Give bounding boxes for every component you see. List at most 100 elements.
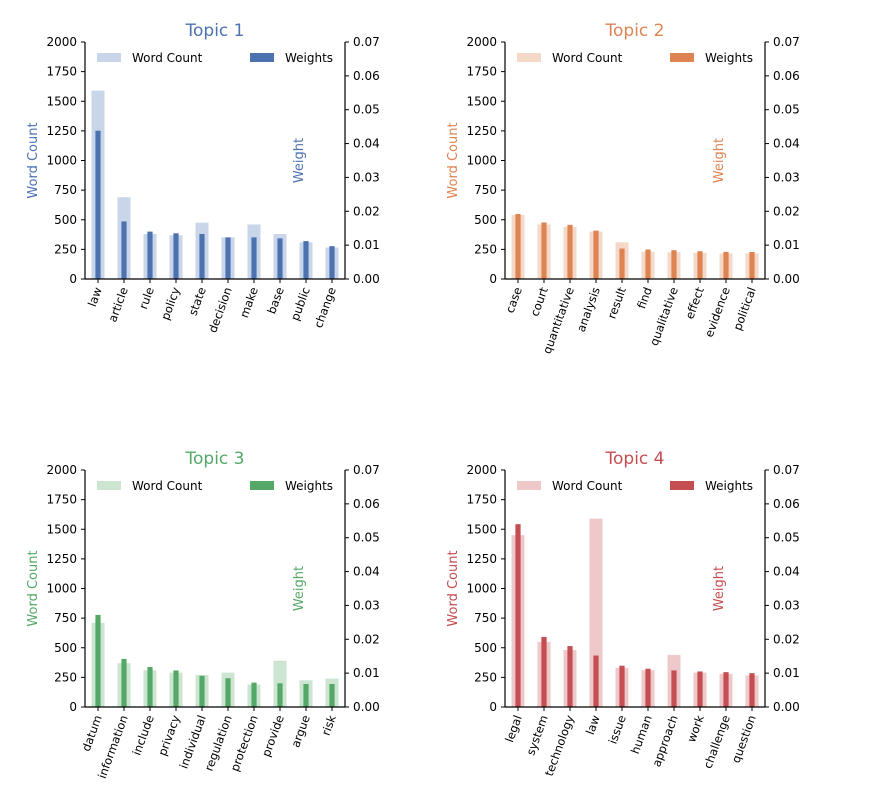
y-left-tick-label: 2000 — [466, 463, 497, 477]
y-right-tick-label: 0.02 — [353, 204, 380, 218]
y-left-tick-label: 1500 — [46, 522, 77, 536]
y-left-tick-label: 1250 — [466, 552, 497, 566]
y-left-tick-label: 1000 — [46, 154, 77, 168]
y-right-tick-label: 0.05 — [773, 103, 800, 117]
x-tick-label: evidence — [702, 285, 733, 339]
legend-swatch-word-count — [517, 53, 541, 62]
y-left-tick-label: 0 — [69, 272, 77, 286]
weight-bar — [567, 646, 573, 707]
y-right-tick-label: 0.04 — [353, 565, 380, 579]
y-left-tick-label: 2000 — [46, 35, 77, 49]
weight-bar — [541, 636, 547, 707]
legend-swatch-word-count — [97, 53, 121, 62]
weight-bar — [147, 231, 153, 279]
weight-bar — [121, 221, 127, 279]
y-left-axis-label: Word Count — [26, 550, 41, 626]
y-left-tick-label: 500 — [54, 641, 77, 655]
y-right-axis-label: Weight — [712, 138, 727, 183]
y-right-tick-label: 0.01 — [773, 666, 800, 680]
x-tick-label: base — [264, 285, 287, 316]
x-tick-label: public — [288, 285, 313, 322]
y-left-tick-label: 1000 — [466, 582, 497, 596]
y-left-tick-label: 1750 — [46, 493, 77, 507]
y-right-tick-label: 0.03 — [773, 598, 800, 612]
chart-title: Topic 1 — [185, 21, 245, 41]
y-right-tick-label: 0.01 — [773, 238, 800, 252]
x-tick-label: law — [85, 285, 105, 308]
legend-label-weights: Weights — [285, 51, 333, 65]
legend-swatch-weights — [250, 481, 274, 490]
legend-swatch-weights — [670, 53, 694, 62]
y-left-tick-label: 1500 — [466, 522, 497, 536]
y-right-tick-label: 0.04 — [773, 565, 800, 579]
weight-bar — [515, 213, 521, 279]
weight-bar — [277, 238, 283, 279]
legend-label-weights: Weights — [285, 479, 333, 493]
weight-bar — [121, 658, 127, 707]
legend-label-weights: Weights — [705, 479, 753, 493]
y-right-axis-label: Weight — [292, 566, 307, 611]
weight-bar — [671, 250, 677, 279]
weight-bar — [225, 678, 231, 707]
y-left-tick-label: 500 — [474, 213, 497, 227]
legend-swatch-word-count — [517, 481, 541, 490]
y-right-tick-label: 0.04 — [773, 137, 800, 151]
y-right-tick-label: 0.06 — [353, 497, 380, 511]
weight-bar — [593, 230, 599, 279]
weight-bar — [619, 665, 625, 707]
weight-bar — [147, 667, 153, 707]
y-left-tick-label: 2000 — [466, 35, 497, 49]
legend-swatch-weights — [250, 53, 274, 62]
x-tick-label: policy — [158, 285, 183, 322]
y-left-axis-label: Word Count — [26, 122, 41, 198]
y-left-tick-label: 1750 — [466, 65, 497, 79]
legend-label-weights: Weights — [705, 51, 753, 65]
y-left-tick-label: 1500 — [46, 94, 77, 108]
y-left-tick-label: 0 — [489, 700, 497, 714]
x-tick-label: result — [605, 285, 629, 321]
topic-panel-3: datuminformationincludeprivacyindividual… — [26, 449, 380, 780]
y-left-tick-label: 1250 — [46, 124, 77, 138]
x-tick-label: law — [583, 713, 603, 736]
legend-label-word-count: Word Count — [132, 479, 203, 493]
y-right-tick-label: 0.02 — [773, 632, 800, 646]
y-right-tick-label: 0.01 — [353, 666, 380, 680]
weight-bar — [697, 251, 703, 279]
y-left-tick-label: 1500 — [466, 94, 497, 108]
x-tick-label: make — [237, 285, 261, 319]
x-tick-label: datum — [79, 713, 105, 753]
y-left-tick-label: 0 — [489, 272, 497, 286]
x-tick-label: work — [684, 713, 707, 744]
weight-bar — [199, 233, 205, 279]
x-tick-label: analysis — [574, 285, 603, 334]
y-right-tick-label: 0.06 — [773, 69, 800, 83]
y-right-tick-label: 0.06 — [773, 497, 800, 511]
legend-swatch-word-count — [97, 481, 121, 490]
weight-bar — [329, 246, 335, 279]
x-tick-label: find — [634, 285, 655, 310]
y-right-tick-label: 0.01 — [353, 238, 380, 252]
y-right-tick-label: 0.07 — [353, 35, 380, 49]
x-tick-label: change — [311, 285, 339, 330]
x-tick-label: human — [628, 713, 655, 755]
weight-bar — [593, 655, 599, 707]
y-left-tick-label: 250 — [54, 670, 77, 684]
y-right-tick-label: 0.07 — [773, 463, 800, 477]
y-right-axis-label: Weight — [292, 138, 307, 183]
y-left-tick-label: 750 — [54, 183, 77, 197]
y-left-tick-label: 500 — [54, 213, 77, 227]
x-tick-label: court — [527, 285, 551, 318]
x-tick-label: question — [729, 713, 759, 764]
chart-title: Topic 4 — [605, 449, 665, 469]
y-right-tick-label: 0.02 — [353, 632, 380, 646]
x-tick-label: system — [523, 713, 550, 757]
weight-bar — [225, 237, 231, 279]
y-right-tick-label: 0.00 — [773, 700, 800, 714]
y-left-tick-label: 250 — [474, 670, 497, 684]
x-tick-label: effect — [682, 285, 707, 321]
y-left-tick-label: 1750 — [466, 493, 497, 507]
y-right-tick-label: 0.03 — [353, 170, 380, 184]
